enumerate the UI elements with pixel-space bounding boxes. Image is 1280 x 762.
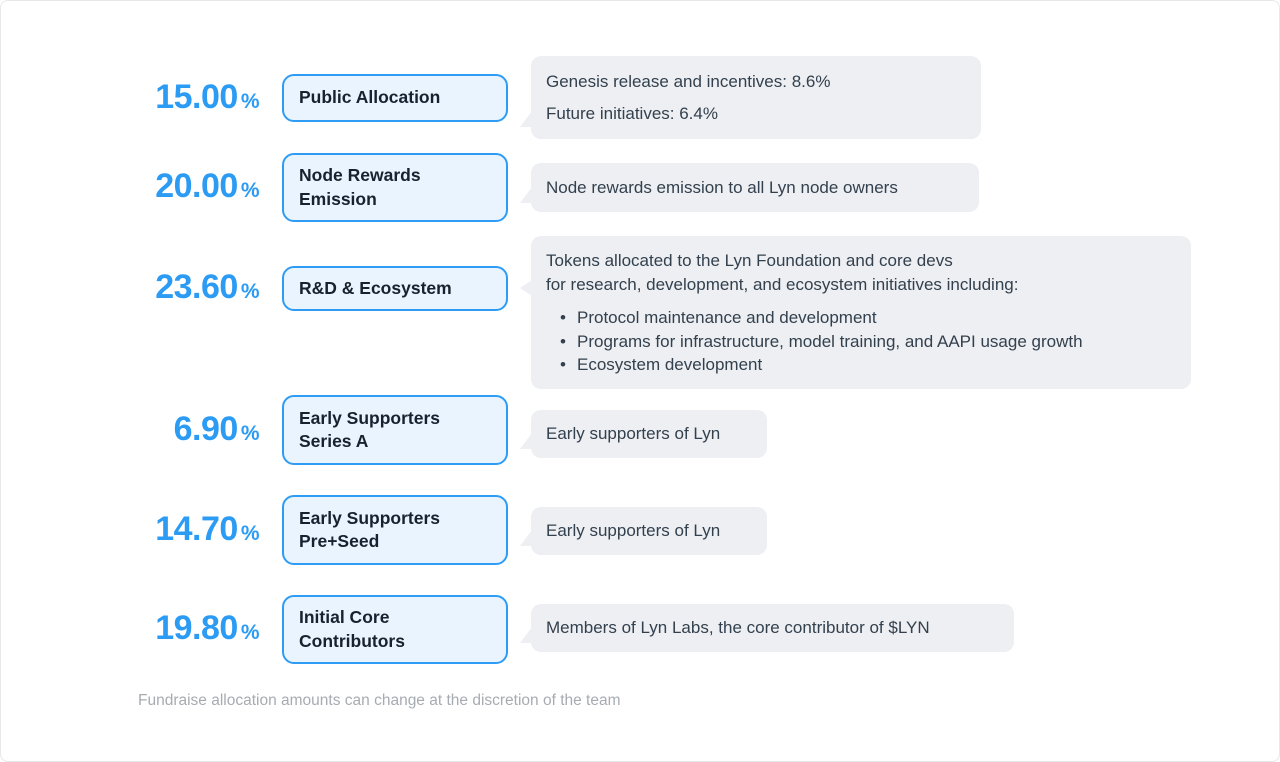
bubble-tail xyxy=(520,187,532,203)
percent-value: 19.80 xyxy=(155,609,238,647)
description-line: Genesis release and incentives: 8.6% xyxy=(546,72,831,91)
allocation-description-bubble: Early supporters of Lyn xyxy=(520,410,767,458)
description-line: Node rewards emission to all Lyn node ow… xyxy=(546,177,898,197)
description-line: for research, development, and ecosystem… xyxy=(546,274,1019,294)
percent-sign: % xyxy=(240,522,260,545)
percent-value: 15.00 xyxy=(155,78,238,116)
bubble-tail xyxy=(520,530,532,546)
allocation-description-bubble: Early supporters of Lyn xyxy=(520,507,767,555)
allocation-description-bubble: Genesis release and incentives: 8.6% Fut… xyxy=(520,56,981,139)
allocation-label-chip: R&D & Ecosystem xyxy=(282,266,508,311)
description-bullet: Programs for infrastructure, model train… xyxy=(560,330,1176,354)
description-bullet: Ecosystem development xyxy=(560,353,1176,377)
bubble-tail xyxy=(520,627,532,643)
percent-sign: % xyxy=(240,621,260,644)
allocation-percent: 6.90% xyxy=(1,410,260,449)
bubble-tail xyxy=(520,280,532,296)
allocation-percent: 14.70% xyxy=(1,510,259,549)
allocation-description-bubble: Node rewards emission to all Lyn node ow… xyxy=(520,163,979,212)
percent-sign: % xyxy=(240,179,260,202)
percent-sign: % xyxy=(240,280,260,303)
percent-value: 20.00 xyxy=(155,167,238,205)
allocation-percent: 15.00% xyxy=(1,78,259,117)
percent-value: 14.70 xyxy=(155,510,238,548)
description-line: Members of Lyn Labs, the core contributo… xyxy=(546,618,930,637)
allocation-label: Early Supporters Pre+Seed xyxy=(299,507,441,551)
description-line: Early supporters of Lyn xyxy=(546,424,721,443)
allocation-label-chip: Public Allocation xyxy=(282,74,508,122)
allocation-label: Initial Core Contributors xyxy=(299,607,405,651)
percent-sign: % xyxy=(240,90,260,113)
allocation-label-chip: Early Supporters Series A xyxy=(282,395,508,465)
allocation-label: Early Supporters Series A xyxy=(299,407,441,451)
allocation-label-chip: Early Supporters Pre+Seed xyxy=(282,495,508,565)
bubble-tail xyxy=(520,433,532,449)
allocation-percent: 23.60% xyxy=(1,268,259,307)
allocation-label-chip: Node Rewards Emission xyxy=(282,153,508,222)
disclaimer-text: Fundraise allocation amounts can change … xyxy=(138,692,621,709)
allocation-label: Node Rewards Emission xyxy=(299,165,421,209)
allocation-label: Public Allocation xyxy=(299,87,441,108)
description-line: Future initiatives: 6.4% xyxy=(546,104,718,123)
percent-value: 23.60 xyxy=(155,268,238,306)
bubble-tail xyxy=(520,111,532,127)
percent-value: 6.90 xyxy=(173,410,239,448)
allocation-label-chip: Initial Core Contributors xyxy=(282,595,508,664)
description-line: Tokens allocated to the Lyn Foundation a… xyxy=(546,251,953,270)
percent-sign: % xyxy=(240,422,260,445)
allocation-percent: 20.00% xyxy=(1,167,259,206)
allocation-description-bubble: Tokens allocated to the Lyn Foundation a… xyxy=(520,236,1191,389)
allocation-percent: 19.80% xyxy=(1,609,259,648)
description-bullet-list: Protocol maintenance and development Pro… xyxy=(546,306,1176,377)
description-bullet: Protocol maintenance and development xyxy=(560,306,1176,330)
allocation-label: R&D & Ecosystem xyxy=(299,277,452,298)
description-line: Early supporters of Lyn xyxy=(546,521,721,540)
allocation-description-bubble: Members of Lyn Labs, the core contributo… xyxy=(520,604,1014,652)
